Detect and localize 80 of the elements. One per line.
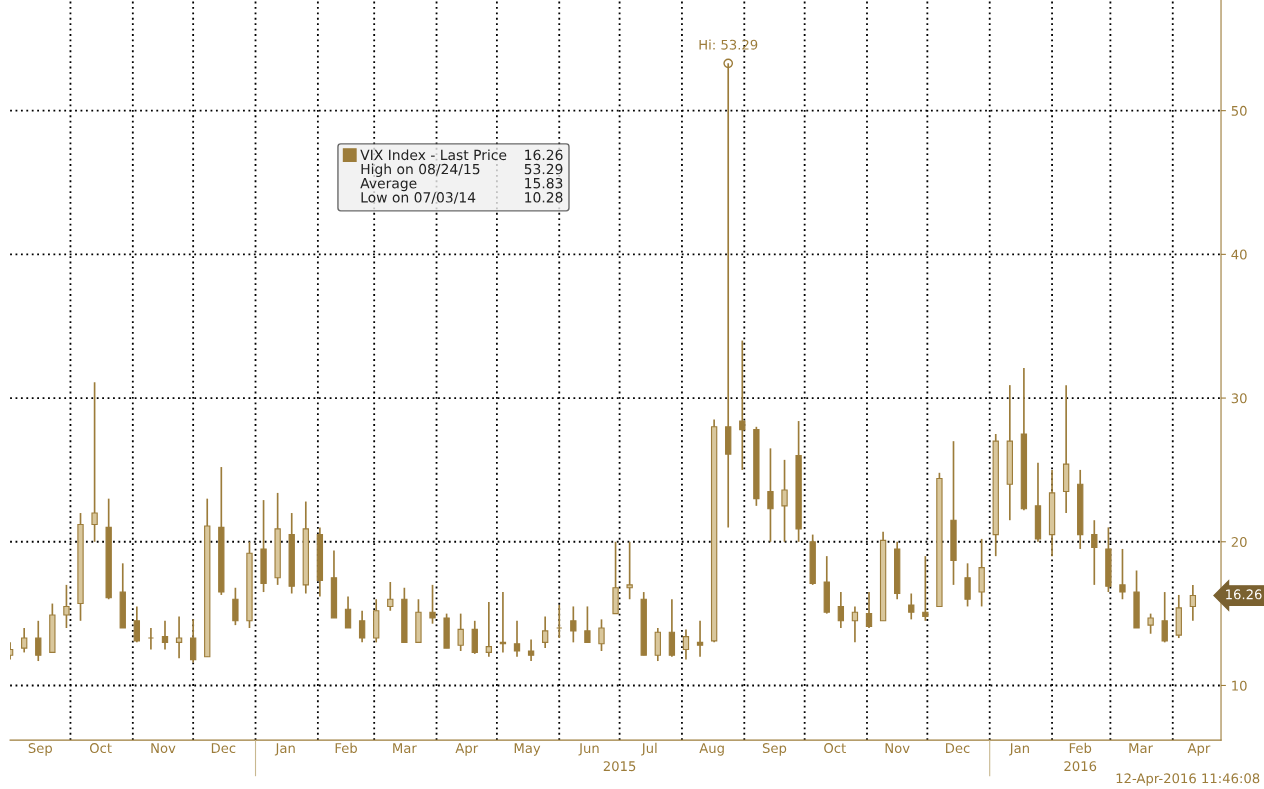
legend-label: VIX Index - Last Price bbox=[360, 149, 507, 161]
x-tick-label: Mar bbox=[393, 743, 417, 754]
x-tick-label: Sep bbox=[28, 743, 52, 756]
annotation: 16.26 bbox=[525, 149, 563, 161]
candlestick bbox=[91, 381, 98, 543]
candlestick bbox=[781, 459, 788, 543]
text: 12-Apr-2016 11:46:08 bbox=[1116, 773, 1260, 786]
x-tick-label: Nov bbox=[885, 743, 910, 754]
candlestick bbox=[908, 592, 915, 621]
x-tick-label: Jun bbox=[578, 743, 599, 756]
x-tick-label: Apr bbox=[455, 743, 479, 756]
candlestick bbox=[471, 619, 478, 655]
y-tick-label: 50 bbox=[1231, 105, 1247, 116]
candlestick bbox=[598, 618, 605, 652]
x-tick-label: Dec bbox=[946, 743, 970, 754]
candlestick bbox=[161, 619, 169, 651]
y-tick-label: 30 bbox=[1231, 393, 1247, 404]
annotation: 10.28 bbox=[525, 192, 563, 203]
candlestick bbox=[1189, 584, 1197, 622]
candlestick bbox=[175, 615, 183, 660]
candlestick bbox=[1091, 519, 1098, 586]
x-tick-label: Oct bbox=[89, 743, 112, 754]
x-tick-label: Nov bbox=[151, 743, 176, 754]
annotation: Low on 07/03/14 bbox=[361, 192, 476, 204]
x-tick-label: Jan bbox=[1009, 743, 1029, 756]
candlestick bbox=[513, 619, 521, 658]
candlestick bbox=[35, 619, 42, 662]
y-tick-label: 40 bbox=[1231, 249, 1247, 260]
x-tick-label: Oct bbox=[824, 743, 846, 754]
candlestick bbox=[570, 605, 577, 644]
y-tick-label: 20 bbox=[1231, 536, 1247, 547]
candlestick bbox=[457, 612, 464, 652]
x-tick-label: Jan bbox=[274, 743, 295, 756]
candlestick bbox=[767, 447, 774, 543]
candlestick bbox=[584, 605, 591, 644]
annotation: High on 08/24/15 bbox=[361, 163, 480, 177]
candlestick bbox=[147, 627, 155, 651]
candlestick bbox=[654, 627, 661, 662]
candlestick bbox=[922, 555, 929, 622]
candlestick bbox=[682, 628, 690, 661]
candlestick bbox=[696, 619, 704, 658]
candlestick bbox=[63, 584, 70, 629]
x-tick-label: Feb bbox=[1069, 742, 1092, 754]
x2-tick-label: 2015 bbox=[603, 761, 636, 772]
annotation: 15.83 bbox=[525, 177, 563, 189]
candlestick bbox=[541, 615, 549, 649]
x-tick-label: Sep bbox=[762, 743, 787, 756]
x-tick-label: Dec bbox=[211, 743, 236, 754]
x2-tick-label: 2016 bbox=[1064, 761, 1097, 772]
candlestick bbox=[527, 638, 535, 662]
candlestick bbox=[232, 586, 239, 626]
candlestick bbox=[1161, 591, 1168, 644]
candlestick bbox=[429, 584, 436, 625]
x-tick-label: Aug bbox=[699, 743, 724, 756]
candlestick bbox=[344, 595, 352, 629]
x-tick-label: May bbox=[514, 743, 541, 756]
candlestick bbox=[21, 627, 28, 654]
candlestick bbox=[837, 591, 845, 629]
candlestick bbox=[1119, 548, 1126, 601]
x-tick-label: Feb bbox=[335, 742, 357, 754]
candlestick bbox=[387, 581, 394, 612]
annotation: Hi: 53.29 bbox=[699, 39, 758, 50]
candlestick bbox=[485, 601, 493, 658]
candlestick bbox=[626, 540, 633, 601]
y-tick-label: 10 bbox=[1232, 680, 1247, 691]
annotation: 53.29 bbox=[524, 163, 563, 175]
candlestick bbox=[851, 605, 859, 644]
candlestick bbox=[189, 618, 197, 664]
candlestick bbox=[964, 562, 971, 608]
candlestick bbox=[1147, 612, 1154, 635]
annotation: 16.26 bbox=[1226, 589, 1262, 600]
x-tick-label: Apr bbox=[1187, 743, 1211, 756]
annotation: Average bbox=[360, 178, 417, 192]
candlestick bbox=[358, 609, 366, 644]
candlestick bbox=[865, 591, 873, 629]
candlestick bbox=[739, 339, 746, 471]
candlestick bbox=[668, 598, 676, 658]
candlestick bbox=[133, 605, 141, 644]
x-tick-label: Mar bbox=[1129, 743, 1154, 754]
x-tick-label: Jul bbox=[641, 742, 657, 756]
